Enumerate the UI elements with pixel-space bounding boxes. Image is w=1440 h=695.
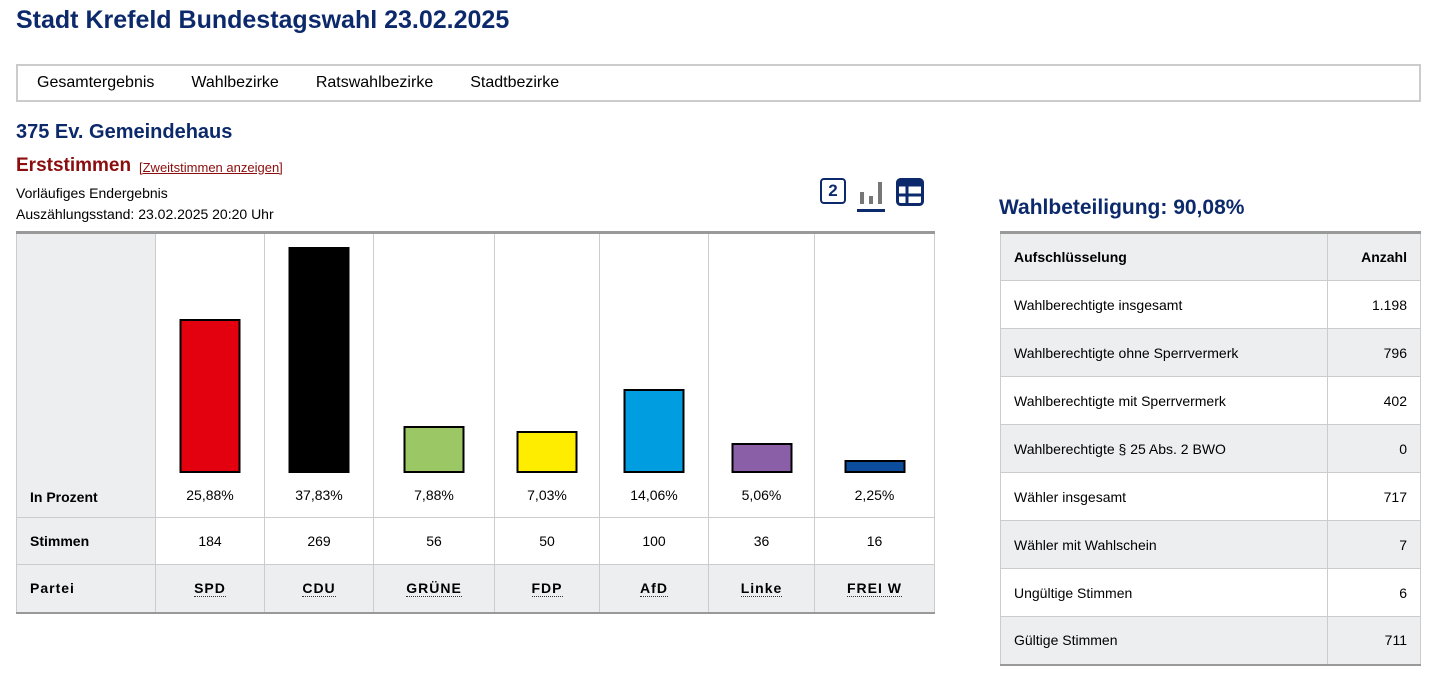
- row-count: 717: [1327, 472, 1421, 521]
- row-label: Wahlberechtigte mit Sperrvermerk: [1000, 376, 1328, 425]
- header-count: Anzahl: [1327, 232, 1421, 281]
- nav-gesamtergebnis[interactable]: Gesamtergebnis: [37, 74, 155, 91]
- row-count: 7: [1327, 520, 1421, 569]
- percent-value: 7,88%: [414, 487, 454, 503]
- header-breakdown: Aufschlüsselung: [1000, 232, 1328, 281]
- row-label: Wähler mit Wahlschein: [1000, 520, 1328, 569]
- votes-value: 56: [373, 517, 495, 565]
- row-count: 711: [1327, 616, 1421, 665]
- votes-value: 50: [494, 517, 600, 565]
- table-row: Gültige Stimmen 711: [1000, 616, 1421, 665]
- votes-value: 36: [708, 517, 815, 565]
- main-nav: Gesamtergebnis Wahlbezirke Ratswahlbezir…: [16, 64, 1421, 102]
- row-count: 1.198: [1327, 280, 1421, 329]
- percent-value: 5,06%: [741, 487, 782, 503]
- table-row: Wahlberechtigte ohne Sperrvermerk 796: [1000, 328, 1421, 377]
- result-status: Vorläufiges Endergebnis: [16, 185, 168, 201]
- party-name[interactable]: SPD: [194, 580, 226, 598]
- votes-value: 16: [814, 517, 935, 565]
- row-count: 796: [1327, 328, 1421, 377]
- bar-cell: 14,06%: [599, 232, 709, 518]
- vote-type-heading: Erststimmen: [16, 155, 132, 176]
- bar-cell: 7,03%: [494, 232, 600, 518]
- second-vote-icon[interactable]: 2: [820, 178, 846, 204]
- party-cell: SPD: [155, 564, 265, 613]
- party-name[interactable]: FDP: [531, 580, 563, 598]
- nav-ratswahlbezirke[interactable]: Ratswahlbezirke: [315, 74, 434, 91]
- votes-value: 100: [599, 517, 709, 565]
- party-name[interactable]: CDU: [302, 580, 336, 598]
- row-label: Gültige Stimmen: [1000, 616, 1328, 665]
- table-icon[interactable]: [896, 178, 924, 206]
- row-label: Ungültige Stimmen: [1000, 568, 1328, 617]
- row-count: 0: [1327, 424, 1421, 473]
- percent-value: 7,03%: [527, 487, 567, 503]
- turnout-heading: Wahlbeteiligung: 90,08%: [999, 196, 1245, 219]
- row-label: Wahlberechtigte § 25 Abs. 2 BWO: [1000, 424, 1328, 473]
- party-name[interactable]: GRÜNE: [406, 580, 462, 598]
- party-cell: Linke: [708, 564, 815, 613]
- table-header: Aufschlüsselung Anzahl: [1000, 232, 1421, 281]
- party-cell: AfD: [599, 564, 709, 613]
- percent-value: 25,88%: [186, 487, 234, 503]
- party-name[interactable]: AfD: [640, 580, 668, 598]
- votes-label: Stimmen: [16, 517, 156, 565]
- table-row: Ungültige Stimmen 6: [1000, 568, 1421, 617]
- party-name[interactable]: FREI W: [847, 580, 902, 598]
- percent-value: 2,25%: [854, 487, 895, 503]
- party-cell: FDP: [494, 564, 600, 613]
- bar-cell: 37,83%: [264, 232, 374, 518]
- row-count: 402: [1327, 376, 1421, 425]
- table-row: Wahlberechtigte § 25 Abs. 2 BWO 0: [1000, 424, 1421, 473]
- table-row: Wahlberechtigte mit Sperrvermerk 402: [1000, 376, 1421, 425]
- percent-value: 14,06%: [630, 487, 678, 503]
- bar-cdu: [288, 247, 350, 473]
- percent-value: 37,83%: [295, 487, 343, 503]
- row-count: 6: [1327, 568, 1421, 617]
- votes-value: 269: [264, 517, 374, 565]
- bar-fdp: [516, 431, 578, 473]
- bar-cell: 2,25%: [814, 232, 935, 518]
- bar-grüne: [403, 425, 465, 473]
- bar-freiw: [844, 459, 905, 473]
- party-cell: GRÜNE: [373, 564, 495, 613]
- bar-cell: 5,06%: [708, 232, 815, 518]
- row-label: Wahlberechtigte ohne Sperrvermerk: [1000, 328, 1328, 377]
- table-row: Wahlberechtigte insgesamt 1.198: [1000, 280, 1421, 329]
- bar-spd: [179, 318, 241, 473]
- row-label: Wahlberechtigte insgesamt: [1000, 280, 1328, 329]
- show-second-votes-link[interactable]: [Zweitstimmen anzeigen]: [139, 160, 283, 175]
- party-cell: FREI W: [814, 564, 935, 613]
- table-row: Wähler mit Wahlschein 7: [1000, 520, 1421, 569]
- turnout-table: Aufschlüsselung Anzahl Wahlberechtigte in…: [1000, 231, 1421, 666]
- party-cell: CDU: [264, 564, 374, 613]
- district-title: 375 Ev. Gemeindehaus: [16, 121, 233, 143]
- nav-wahlbezirke[interactable]: Wahlbezirke: [191, 74, 279, 91]
- votes-value: 184: [155, 517, 265, 565]
- percent-label: In Prozent: [16, 232, 156, 518]
- view-switcher: 2: [820, 178, 924, 214]
- bar-cell: 25,88%: [155, 232, 265, 518]
- bar-afd: [623, 389, 685, 473]
- row-label: Wähler insgesamt: [1000, 472, 1328, 521]
- bar-cell: 7,88%: [373, 232, 495, 518]
- party-label: Partei: [16, 564, 156, 613]
- table-row: Wähler insgesamt 717: [1000, 472, 1421, 521]
- nav-stadtbezirke[interactable]: Stadtbezirke: [470, 74, 560, 91]
- bar-linke: [731, 442, 792, 473]
- party-name[interactable]: Linke: [740, 580, 783, 598]
- page-title: Stadt Krefeld Bundestagswahl 23.02.2025: [16, 6, 510, 34]
- bar-chart-icon[interactable]: [856, 178, 886, 214]
- count-state: Auszählungsstand: 23.02.2025 20:20 Uhr: [16, 206, 274, 222]
- results-table: In Prozent 25,88% 37,83% 7,88% 7,03% 14,06% 5,…: [16, 231, 935, 614]
